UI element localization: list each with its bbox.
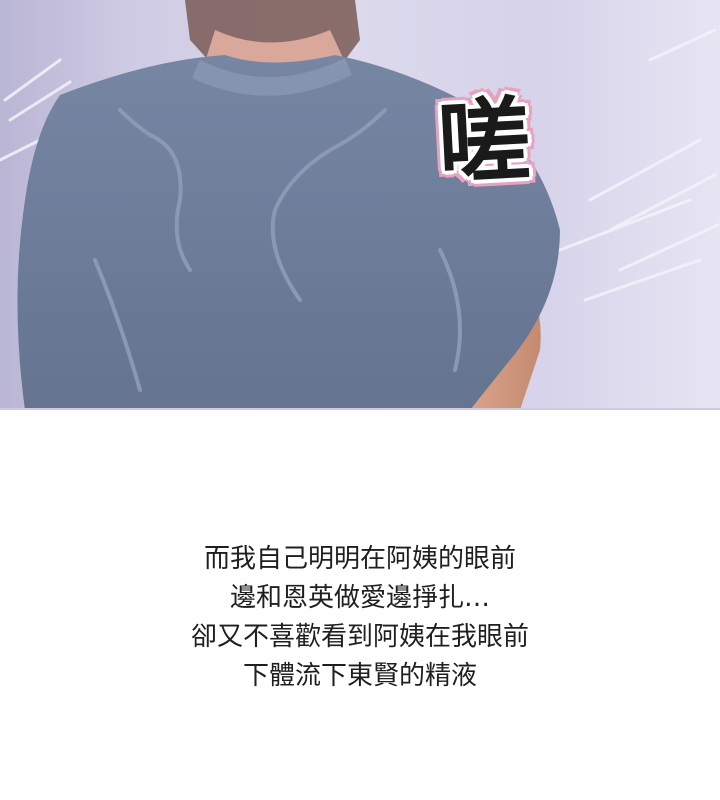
comic-illustration [0, 0, 720, 410]
caption-line-3: 卻又不喜歡看到阿姨在我眼前 [190, 622, 529, 652]
caption-line-2: 邊和恩英做愛邊掙扎… [229, 583, 490, 613]
comic-panel: 嗟 [0, 0, 720, 410]
caption-line-1: 而我自己明明在阿姨的眼前 [203, 544, 516, 574]
caption-line-4: 下體流下東賢的精液 [242, 661, 477, 691]
shirt-back [17, 55, 560, 410]
speed-lines [0, 28, 720, 302]
narration-caption: 而我自己明明在阿姨的眼前 邊和恩英做愛邊掙扎… 卻又不喜歡看到阿姨在我眼前 下體… [0, 540, 720, 696]
collar [192, 58, 352, 96]
sound-effect-text: 嗟 [435, 86, 531, 199]
shirt-folds [93, 108, 462, 392]
